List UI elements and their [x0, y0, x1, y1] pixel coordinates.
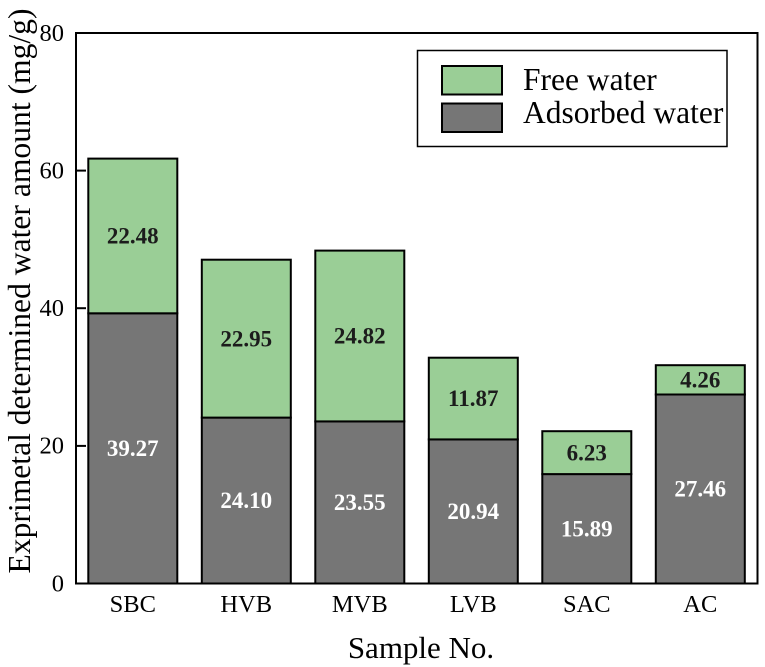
svg-text:27.46: 27.46 [674, 477, 726, 502]
svg-text:4.26: 4.26 [680, 368, 720, 393]
svg-text:60: 60 [40, 157, 65, 184]
svg-text:20: 20 [40, 433, 65, 460]
svg-text:0: 0 [52, 570, 64, 597]
svg-text:80: 80 [40, 20, 65, 47]
svg-text:24.10: 24.10 [220, 488, 272, 513]
svg-text:Adsorbed water: Adsorbed water [523, 95, 724, 130]
svg-text:Exprimetal determined water am: Exprimetal determined water amount (mg/g… [2, 9, 37, 574]
svg-text:20.94: 20.94 [447, 499, 499, 524]
svg-text:39.27: 39.27 [107, 436, 159, 461]
svg-text:15.89: 15.89 [561, 516, 613, 541]
svg-text:HVB: HVB [220, 591, 272, 618]
svg-text:Free water: Free water [523, 62, 657, 97]
svg-text:11.87: 11.87 [448, 386, 498, 411]
svg-text:MVB: MVB [332, 591, 388, 618]
svg-text:LVB: LVB [450, 591, 497, 618]
svg-text:AC: AC [683, 591, 717, 618]
svg-text:6.23: 6.23 [567, 440, 607, 465]
svg-text:SAC: SAC [563, 591, 611, 618]
svg-text:Sample No.: Sample No. [348, 630, 494, 665]
svg-text:24.82: 24.82 [334, 324, 386, 349]
svg-text:23.55: 23.55 [334, 490, 386, 515]
svg-text:22.95: 22.95 [220, 326, 272, 351]
svg-text:SBC: SBC [110, 591, 156, 618]
svg-text:40: 40 [40, 295, 65, 322]
svg-text:22.48: 22.48 [107, 224, 159, 249]
